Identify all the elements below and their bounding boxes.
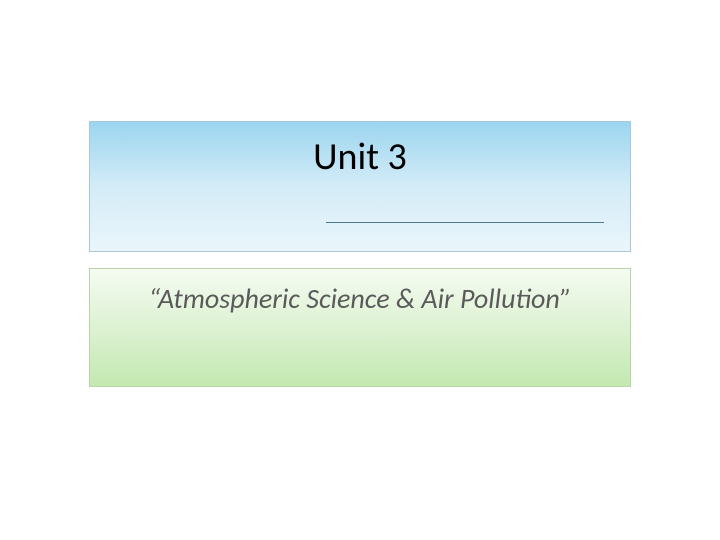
title-underline [326, 222, 604, 223]
title-box: Unit 3 [89, 121, 631, 252]
subtitle-box: “Atmospheric Science & Air Pollution” [89, 268, 631, 387]
slide-subtitle: “Atmospheric Science & Air Pollution” [148, 281, 571, 316]
slide-title: Unit 3 [313, 134, 407, 180]
